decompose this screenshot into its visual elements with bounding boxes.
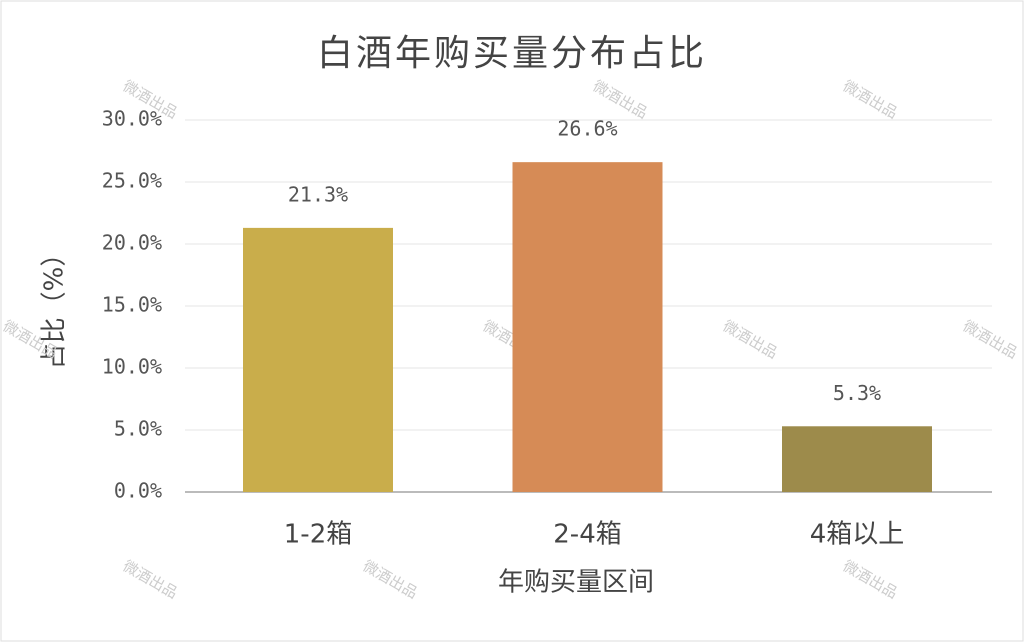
bar: [512, 162, 663, 492]
chart-title: 白酒年购买量分布占比: [317, 33, 707, 74]
value-label: 5.3%: [833, 381, 881, 405]
y-axis-title: 占比（%）: [40, 241, 70, 370]
x-axis-title: 年购买量区间: [498, 568, 654, 598]
y-tick-label: 10.0%: [102, 355, 162, 379]
y-tick-label: 0.0%: [114, 479, 162, 503]
value-label: 26.6%: [557, 117, 617, 141]
x-tick-label: 1-2箱: [284, 520, 352, 550]
y-tick-label: 20.0%: [102, 231, 162, 255]
x-tick-label: 2-4箱: [553, 520, 621, 550]
bar: [782, 426, 932, 492]
bar: [243, 227, 393, 492]
y-tick-label: 15.0%: [102, 293, 162, 317]
y-tick-label: 25.0%: [102, 169, 162, 193]
y-tick-label: 5.0%: [114, 417, 162, 441]
x-tick-label: 4箱以上: [810, 520, 905, 550]
value-label: 21.3%: [288, 182, 348, 206]
y-tick-label: 30.0%: [102, 107, 162, 131]
